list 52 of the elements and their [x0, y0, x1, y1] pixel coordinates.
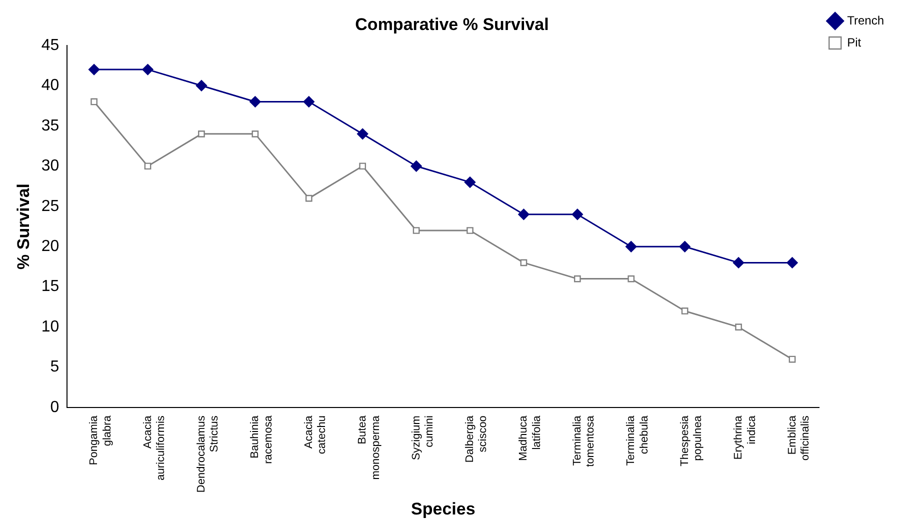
point: [574, 275, 581, 282]
point: [520, 259, 528, 266]
y-tick-label: 40: [41, 77, 60, 94]
y-tick-label: 35: [41, 117, 60, 134]
point: [412, 227, 420, 234]
point: [572, 208, 584, 220]
x-tick-label: Syzigium cumini: [410, 416, 436, 460]
point: [142, 64, 154, 76]
x-tick-label: Pongamia glabra: [88, 414, 114, 466]
point: [732, 257, 744, 268]
x-tick-label: Madhuca latifolia: [518, 414, 543, 461]
point: [305, 194, 312, 202]
point: [90, 98, 98, 106]
x-tick-label: Acacia catechu: [302, 414, 328, 454]
point: [144, 162, 152, 170]
point: [788, 356, 796, 363]
legend-label: Pit: [847, 35, 862, 50]
point: [410, 160, 422, 172]
point: [786, 257, 798, 268]
point: [198, 130, 205, 138]
x-tick-label: Dalbergia sciscoo: [464, 414, 490, 463]
x-tick-label: Terminalia chebula: [625, 414, 650, 466]
point: [356, 128, 368, 140]
y-tick-label: 15: [41, 278, 60, 296]
legend-label: Trench: [847, 13, 884, 28]
x-tick-label: Dendrocalamus Strictus: [195, 415, 221, 493]
y-axis-title: % Survival: [14, 183, 33, 270]
point: [359, 162, 366, 170]
y-tick-label: 25: [41, 198, 60, 215]
y-tick-label: 5: [50, 358, 60, 376]
x-tick-label: Erythrina indica: [732, 414, 758, 460]
y-tick-label: 30: [41, 158, 60, 175]
point: [464, 176, 476, 188]
point: [252, 130, 259, 138]
point: [681, 308, 688, 314]
point: [628, 275, 635, 282]
point: [518, 208, 530, 220]
y-tick-label: 10: [41, 318, 60, 336]
point: [303, 96, 314, 108]
x-axis-title: Species: [411, 499, 476, 518]
point: [466, 227, 474, 234]
chart-title: Comparative % Survival: [355, 14, 549, 34]
point: [88, 64, 100, 76]
point: [679, 241, 690, 252]
point: [626, 241, 637, 252]
y-tick-label: 0: [50, 398, 60, 416]
y-tick-label: 45: [41, 36, 60, 54]
point: [196, 80, 208, 92]
x-tick-label: Bauhinia racemosa: [249, 414, 274, 464]
point: [250, 96, 261, 108]
point: [735, 324, 742, 331]
y-tick-label: 20: [41, 238, 60, 256]
